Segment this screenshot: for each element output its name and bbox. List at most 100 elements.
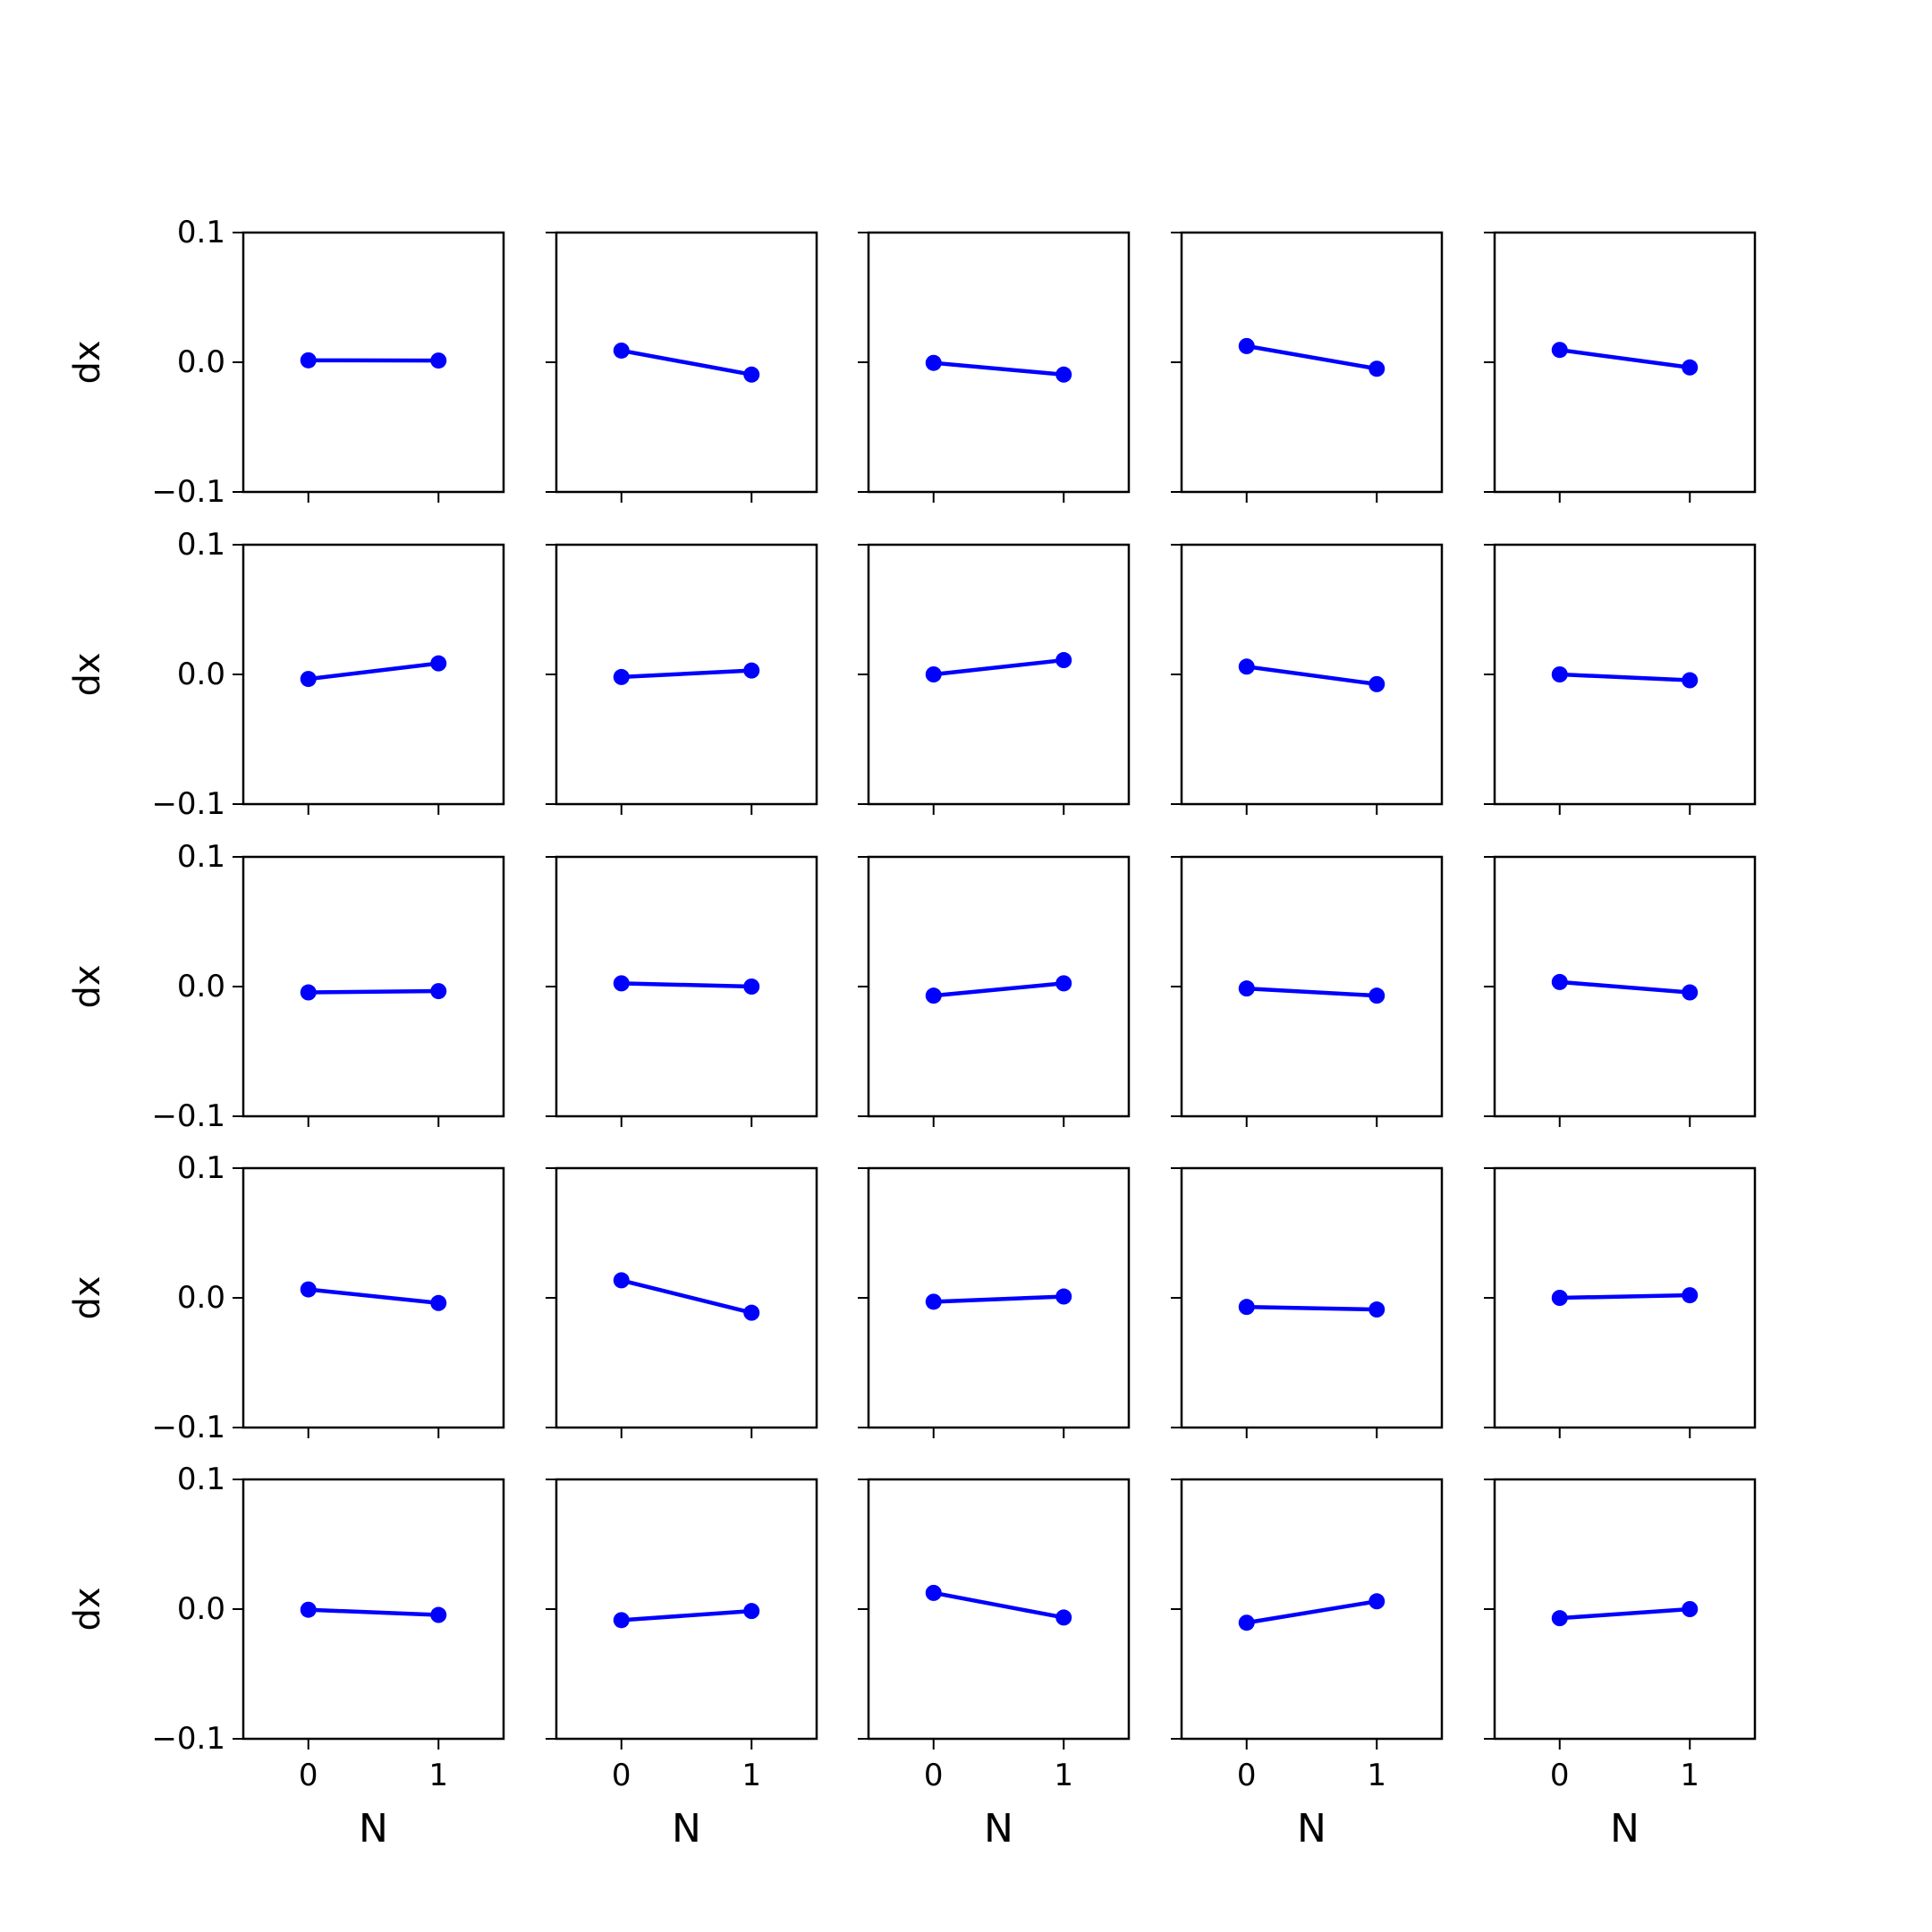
data-point (300, 1281, 317, 1298)
data-point (1055, 1609, 1072, 1626)
y-tick-label: 0.0 (177, 969, 225, 1004)
subplot-r5-c5: 0 1 N (1484, 1478, 1757, 1852)
subplot-r2-c2 (546, 543, 818, 815)
data-point (1551, 342, 1568, 359)
subplot-r5-c2: 0 1 N (546, 1478, 818, 1852)
data-point (743, 1304, 760, 1321)
data-point (1238, 980, 1255, 997)
axes-frame (867, 855, 1131, 1118)
data-point (613, 342, 630, 359)
x-tick-label: 0 (612, 1758, 631, 1793)
axes-frame (1493, 1478, 1757, 1741)
series-line (619, 1277, 754, 1316)
y-axis-label: dx (67, 1587, 108, 1631)
data-point (300, 984, 317, 1001)
series-line (1557, 979, 1692, 995)
data-point (613, 975, 630, 992)
y-axis-label: dx (67, 652, 108, 696)
series-line (931, 360, 1066, 377)
data-point (743, 979, 760, 995)
data-point (613, 1612, 630, 1629)
x-axis-label: N (984, 1806, 1013, 1852)
axes-frame (1180, 855, 1444, 1118)
subplot-r4-c1: −0.1 0.0 0.1 dx (67, 1150, 505, 1445)
subplot-r1-c2 (546, 231, 818, 503)
subplot-r5-c3: 0 1 N (858, 1478, 1131, 1852)
data-point (743, 1603, 760, 1620)
axes-frame (867, 543, 1131, 806)
series-line (1557, 347, 1692, 370)
y-axis-label: dx (67, 1275, 108, 1319)
x-tick-label: 1 (741, 1758, 761, 1793)
series-line (306, 661, 441, 682)
data-point (1238, 1614, 1255, 1631)
subplot-r4-c4 (1171, 1166, 1444, 1438)
data-point (925, 1584, 942, 1601)
data-point (1682, 984, 1699, 1001)
data-point (1055, 652, 1072, 669)
series-line (619, 981, 754, 989)
subplot-r3-c5 (1484, 855, 1757, 1127)
series-line (1244, 986, 1379, 998)
axes-frame (1493, 543, 1757, 806)
series-line (619, 668, 754, 680)
series-line (931, 1294, 1066, 1304)
axes-frame (1180, 1166, 1444, 1429)
series-line (306, 1287, 441, 1306)
x-axis-label: N (1610, 1806, 1640, 1852)
y-tick-label: 0.1 (177, 839, 225, 875)
y-tick-label: 0.1 (177, 527, 225, 563)
x-tick-label: 1 (1367, 1758, 1386, 1793)
data-point (430, 1294, 447, 1311)
axes-frame (242, 1478, 505, 1741)
x-tick-label: 1 (1680, 1758, 1699, 1793)
data-point (1551, 1290, 1568, 1306)
data-point (1368, 987, 1385, 1004)
data-point (1055, 366, 1072, 383)
subplot-r2-c1: −0.1 0.0 0.1 dx (67, 527, 505, 822)
series-line (931, 1590, 1066, 1621)
data-point (300, 1601, 317, 1618)
series-line (306, 1607, 441, 1617)
subplot-r4-c3 (858, 1166, 1131, 1438)
subplot-r1-c5 (1484, 231, 1757, 503)
x-tick-label: 0 (1237, 1758, 1257, 1793)
data-point (743, 366, 760, 383)
subplot-r5-c4: 0 1 N (1171, 1478, 1444, 1852)
data-point (430, 1606, 447, 1623)
y-tick-label: −0.1 (151, 1410, 225, 1445)
subplot-r2-c4 (1171, 543, 1444, 815)
series-line (619, 1608, 754, 1623)
x-tick-label: 1 (1054, 1758, 1073, 1793)
subplot-r1-c1: −0.1 0.0 0.1 dx (67, 215, 505, 510)
data-point (1238, 1299, 1255, 1316)
x-axis-label: N (672, 1806, 701, 1852)
subplot-r1-c3 (858, 231, 1131, 503)
y-tick-label: 0.1 (177, 1462, 225, 1497)
data-point (1055, 975, 1072, 992)
data-point (1238, 658, 1255, 675)
data-point (613, 668, 630, 685)
axes-frame (242, 855, 505, 1118)
y-tick-label: −0.1 (151, 1721, 225, 1757)
y-axis-label: dx (67, 964, 108, 1008)
x-tick-label: 0 (1550, 1758, 1570, 1793)
data-point (1551, 973, 1568, 990)
data-point (1682, 1601, 1699, 1617)
series-line (1244, 1304, 1379, 1312)
data-point (1682, 359, 1699, 376)
axes-frame (867, 1478, 1131, 1741)
subplot-r1-c4 (1171, 231, 1444, 503)
series-line (931, 980, 1066, 998)
x-tick-label: 0 (299, 1758, 318, 1793)
data-point (1682, 672, 1699, 689)
data-point (925, 1293, 942, 1310)
series-line (1557, 1292, 1692, 1301)
subplot-r2-c5 (1484, 543, 1757, 815)
series-line (931, 657, 1066, 677)
data-point (1055, 1288, 1072, 1305)
data-point (743, 662, 760, 679)
x-axis-label: N (359, 1806, 388, 1852)
subplot-r3-c1: −0.1 0.0 0.1 dx (67, 839, 505, 1134)
